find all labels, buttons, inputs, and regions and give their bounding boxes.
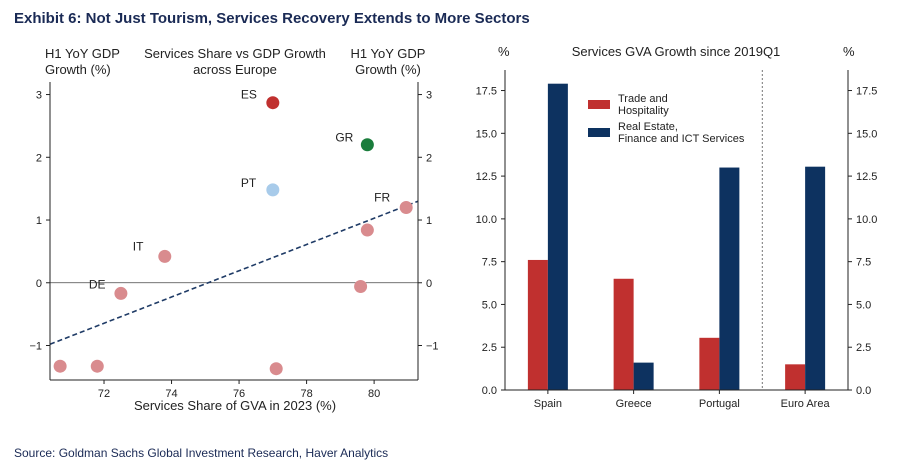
scatter-right-tick-label: 1 [426, 215, 432, 227]
scatter-right-tick-label: 2 [426, 152, 432, 164]
bar-spain-series-1 [527, 259, 548, 390]
scatter-label-it: IT [133, 239, 144, 253]
scatter-point-fr [399, 200, 413, 214]
scatter-right-tick-label: 3 [426, 90, 432, 102]
bar-greece-series-1 [613, 278, 634, 390]
scatter-point-de [114, 286, 128, 300]
legend-label-series-2: Finance and ICT Services [618, 133, 745, 145]
scatter-point [360, 223, 374, 237]
scatter-label-pt: PT [241, 176, 257, 190]
scatter-label-es: ES [241, 88, 257, 102]
scatter-x-axis-label: Services Share of GVA in 2023 (%) [134, 398, 336, 413]
bar-right-tick-label: 12.5 [856, 171, 877, 183]
scatter-left-axis-label-line-1: H1 YoY GDP [45, 46, 120, 61]
scatter-point [354, 280, 368, 294]
bar-right-tick-label: 15.0 [856, 128, 877, 140]
scatter-left-tick-label: 1 [36, 215, 42, 227]
exhibit-title: Exhibit 6: Not Just Tourism, Services Re… [14, 10, 530, 27]
scatter-x-tick-label: 80 [368, 388, 380, 400]
legend-label-series-2: Real Estate, [618, 121, 678, 133]
legend-swatch-series-1 [588, 100, 610, 109]
bar-left-tick-label: 7.5 [482, 257, 497, 269]
scatter-point-pt [266, 183, 280, 197]
scatter-left-tick-label: −1 [29, 340, 42, 352]
bar-right-tick-label: 5.0 [856, 299, 871, 311]
scatter-left-tick-label: 3 [36, 90, 42, 102]
scatter-title-line-2: across Europe [193, 62, 277, 77]
source-note: Source: Goldman Sachs Global Investment … [14, 446, 389, 460]
bar-spain-series-2 [547, 83, 568, 390]
bar-left-tick-label: 2.5 [482, 342, 497, 354]
scatter-x-ticks: 72 74 76 78 80 [98, 380, 380, 400]
bar-category-label: Portugal [699, 398, 740, 410]
scatter-point-labels: ES GR PT FR IT DE [89, 88, 391, 292]
scatter-label-de: DE [89, 277, 106, 291]
bar-right-tick-label: 10.0 [856, 214, 877, 226]
scatter-x-tick-label: 74 [165, 388, 177, 400]
scatter-left-ticks: −1 0 1 2 3 [29, 90, 50, 352]
bar-left-ticks: 0.0 2.5 5.0 7.5 10.0 12.5 15.0 17.5 [476, 86, 505, 397]
bar-left-tick-label: 15.0 [476, 128, 497, 140]
bar-euro-area-series-2 [805, 166, 826, 390]
bar-category-label: Euro Area [781, 398, 831, 410]
scatter-x-tick-label: 76 [233, 388, 245, 400]
bar-left-axis-label: % [498, 44, 510, 59]
bar-portugal-series-1 [699, 337, 720, 390]
scatter-right-axis-label-line-1: H1 YoY GDP [351, 46, 426, 61]
bar-category-labels: Spain Greece Portugal Euro Area [534, 390, 831, 410]
bar-chart: Services GVA Growth since 2019Q1 % % 0.0… [476, 44, 878, 410]
bar-greece-series-2 [633, 362, 654, 390]
bar-left-tick-label: 5.0 [482, 299, 497, 311]
scatter-label-gr: GR [335, 131, 353, 145]
scatter-right-tick-label: 0 [426, 278, 432, 290]
bar-right-tick-label: 2.5 [856, 342, 871, 354]
bar-right-ticks: 0.0 2.5 5.0 7.5 10.0 12.5 15.0 17.5 [848, 86, 877, 397]
scatter-right-tick-label: −1 [426, 340, 439, 352]
scatter-right-axis-label-line-2: Growth (%) [355, 62, 421, 77]
bar-portugal-series-2 [719, 167, 740, 390]
bar-right-tick-label: 0.0 [856, 385, 871, 397]
bar-right-axis-label: % [843, 44, 855, 59]
bar-title: Services GVA Growth since 2019Q1 [572, 44, 781, 59]
legend-label-series-1: Trade and [618, 93, 668, 105]
bar-right-tick-label: 17.5 [856, 86, 877, 98]
bar-right-tick-label: 7.5 [856, 257, 871, 269]
scatter-x-tick-label: 72 [98, 388, 110, 400]
scatter-point-es [266, 96, 280, 110]
bar-category-label: Spain [534, 398, 562, 410]
bar-category-label: Greece [616, 398, 652, 410]
scatter-point [53, 359, 67, 373]
scatter-left-tick-label: 0 [36, 278, 42, 290]
scatter-left-tick-label: 2 [36, 152, 42, 164]
scatter-point [269, 362, 283, 376]
bar-marks [527, 83, 826, 390]
bar-left-tick-label: 0.0 [482, 385, 497, 397]
scatter-point [90, 359, 104, 373]
scatter-x-tick-label: 78 [300, 388, 312, 400]
scatter-right-ticks: −1 0 1 2 3 [418, 90, 439, 352]
bar-euro-area-series-1 [785, 364, 806, 390]
scatter-trend-line [49, 200, 419, 345]
bar-left-tick-label: 17.5 [476, 86, 497, 98]
scatter-point-it [158, 249, 172, 263]
scatter-point-gr [360, 138, 374, 152]
bar-left-tick-label: 10.0 [476, 214, 497, 226]
scatter-title-line-1: Services Share vs GDP Growth [144, 46, 326, 61]
bar-left-tick-label: 12.5 [476, 171, 497, 183]
scatter-points [53, 96, 413, 376]
legend-label-series-1: Hospitality [618, 105, 669, 117]
scatter-chart: Services Share vs GDP Growth across Euro… [29, 46, 438, 413]
legend-swatch-series-2 [588, 128, 610, 137]
scatter-label-fr: FR [374, 190, 390, 204]
scatter-left-axis-label-line-2: Growth (%) [45, 62, 111, 77]
